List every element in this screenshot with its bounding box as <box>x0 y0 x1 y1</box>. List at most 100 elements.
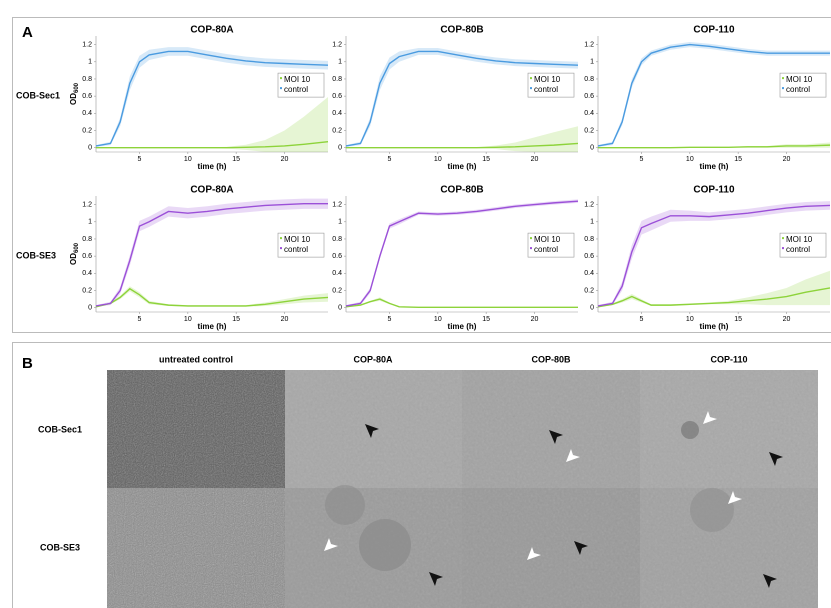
y-tick-label: 0.2 <box>332 127 342 134</box>
arrowheads <box>324 411 783 588</box>
chart-title: COP-80A <box>190 25 233 36</box>
legend-swatch <box>280 87 282 90</box>
series-line <box>95 50 329 147</box>
legend-label: control <box>786 245 810 254</box>
chart-title: COP-80B <box>440 185 483 196</box>
y-tick-label: 0.8 <box>332 76 342 83</box>
legend-swatch <box>782 247 784 250</box>
legend-swatch <box>280 77 282 80</box>
x-tick-label: 10 <box>686 316 694 323</box>
y-tick-label: 1 <box>338 59 342 66</box>
y-tick-label: 0.6 <box>332 93 342 100</box>
micrograph-texture <box>107 488 285 608</box>
x-tick-label: 15 <box>734 156 742 163</box>
y-tick-label: 0.8 <box>332 236 342 243</box>
chart-title: COP-80B <box>440 25 483 36</box>
y-tick-label: 0 <box>590 305 594 312</box>
arrowhead <box>728 491 742 504</box>
legend-swatch <box>530 77 532 80</box>
y-tick-label: 0.8 <box>584 76 594 83</box>
chart-title: COP-80A <box>190 185 233 196</box>
legend-label: MOI 10 <box>284 235 311 244</box>
arrowhead <box>566 449 580 462</box>
series-line <box>95 203 328 307</box>
cell-cluster <box>325 485 365 525</box>
x-tick-label: 15 <box>232 156 240 163</box>
x-tick-label: 15 <box>232 316 240 323</box>
x-tick-label: 20 <box>531 156 539 163</box>
y-tick-label: 1 <box>590 219 594 226</box>
x-axis-label: time (h) <box>448 322 477 331</box>
legend-label: MOI 10 <box>786 75 813 84</box>
series-line <box>96 140 329 149</box>
y-tick-label: 1.2 <box>332 41 342 48</box>
row-label: COB-Sec1 <box>38 424 82 434</box>
x-tick-label: 10 <box>184 316 192 323</box>
panel-a-frame <box>12 17 831 333</box>
y-axis-label-main: OD <box>69 253 78 265</box>
x-tick-label: 5 <box>640 316 644 323</box>
row-label: COB-SE3 <box>40 542 80 552</box>
y-tick-label: 1 <box>88 59 92 66</box>
legend-swatch <box>530 237 532 240</box>
x-tick-label: 20 <box>783 156 791 163</box>
cell-cluster <box>690 488 734 532</box>
y-tick-label: 0.2 <box>584 127 594 134</box>
legend-swatch <box>530 87 532 90</box>
series-line <box>597 43 830 147</box>
column-header: COP-110 <box>710 354 747 364</box>
legend-label: MOI 10 <box>786 235 813 244</box>
micrographs <box>107 370 818 608</box>
y-tick-label: 0.4 <box>332 110 342 117</box>
x-axis-label: time (h) <box>198 322 227 331</box>
panel-label: A <box>22 24 33 41</box>
x-tick-label: 20 <box>281 156 289 163</box>
y-tick-label: 0.2 <box>82 127 92 134</box>
error-band <box>598 201 830 307</box>
error-band <box>96 286 328 307</box>
y-tick-label: 0.8 <box>82 236 92 243</box>
series-line <box>95 287 329 308</box>
y-tick-label: 0.2 <box>332 287 342 294</box>
legend-box <box>779 72 827 98</box>
legend-label: control <box>284 85 308 94</box>
error-band <box>346 48 578 147</box>
y-tick-label: 0.6 <box>332 253 342 260</box>
x-tick-label: 20 <box>783 316 791 323</box>
arrowhead <box>769 452 783 466</box>
series-line <box>345 200 579 307</box>
column-header: COP-80A <box>353 354 393 364</box>
legend-swatch <box>280 247 282 250</box>
series-line <box>597 287 831 308</box>
y-tick-label: 0.6 <box>584 93 594 100</box>
legend-label: control <box>786 85 810 94</box>
legend-box <box>527 232 575 258</box>
legend-label: MOI 10 <box>534 235 561 244</box>
legend-swatch <box>782 77 784 80</box>
y-tick-label: 1.2 <box>584 41 594 48</box>
micrograph-texture <box>107 370 285 488</box>
y-tick-label: 0 <box>338 305 342 312</box>
y-tick-label: 0.4 <box>332 270 342 277</box>
arrowhead <box>574 541 588 555</box>
x-tick-label: 10 <box>434 316 442 323</box>
x-tick-label: 20 <box>531 316 539 323</box>
arrowhead <box>763 574 777 588</box>
legend-label: MOI 10 <box>284 75 311 84</box>
y-axis-label: OD600 <box>69 82 79 105</box>
cell-cluster <box>359 519 411 571</box>
legend-swatch <box>280 237 282 240</box>
panel-label: B <box>22 355 33 372</box>
micrograph-texture <box>285 370 818 608</box>
y-tick-label: 1.2 <box>332 201 342 208</box>
y-axis-label-subscript: 600 <box>74 82 80 93</box>
y-tick-label: 0.4 <box>584 270 594 277</box>
y-tick-label: 1.2 <box>82 201 92 208</box>
y-tick-label: 1 <box>338 219 342 226</box>
x-tick-label: 5 <box>640 156 644 163</box>
arrowhead <box>549 430 563 444</box>
x-tick-label: 5 <box>138 316 142 323</box>
y-tick-label: 1.2 <box>82 41 92 48</box>
